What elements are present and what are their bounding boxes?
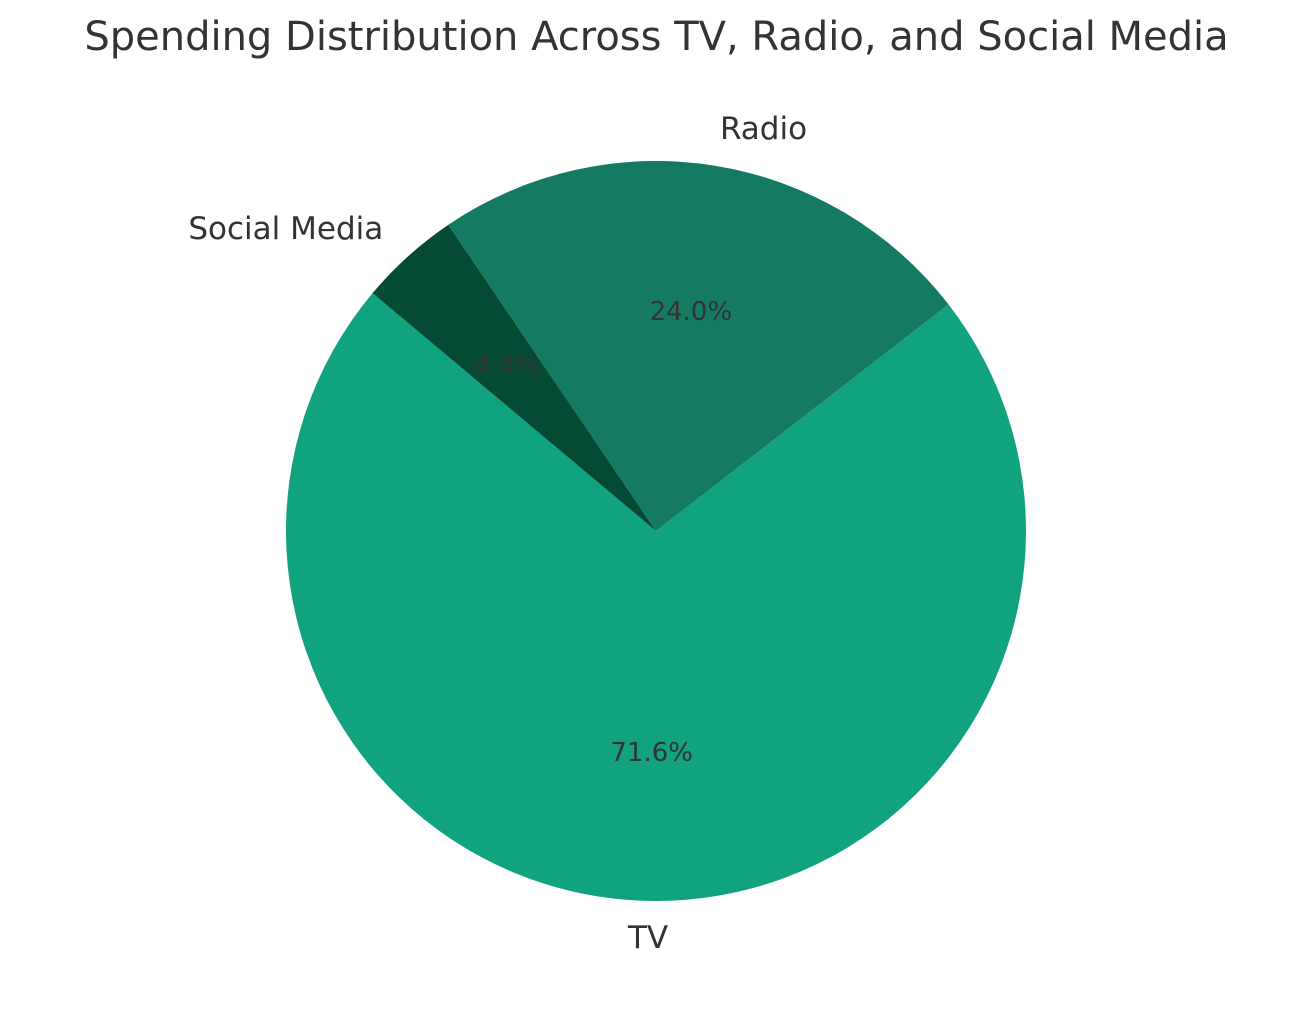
pie-labels: 71.6% TV 24.0% Radio 4.4% Social Media [188,111,807,956]
pie-slice-radio [448,161,949,531]
slice-category-label-tv: TV [627,920,668,956]
pie-slice-tv [286,293,1027,901]
slice-value-label-social-media: 4.4% [474,351,540,381]
chart-title: Spending Distribution Across TV, Radio, … [84,14,1229,60]
slice-value-label-tv: 71.6% [610,738,693,768]
slice-category-label-social-media: Social Media [188,211,383,247]
slice-value-label-radio: 24.0% [650,297,733,327]
pie-slices [286,161,1027,901]
pie-slice-social-media [372,224,656,531]
slice-category-label-radio: Radio [720,111,807,147]
